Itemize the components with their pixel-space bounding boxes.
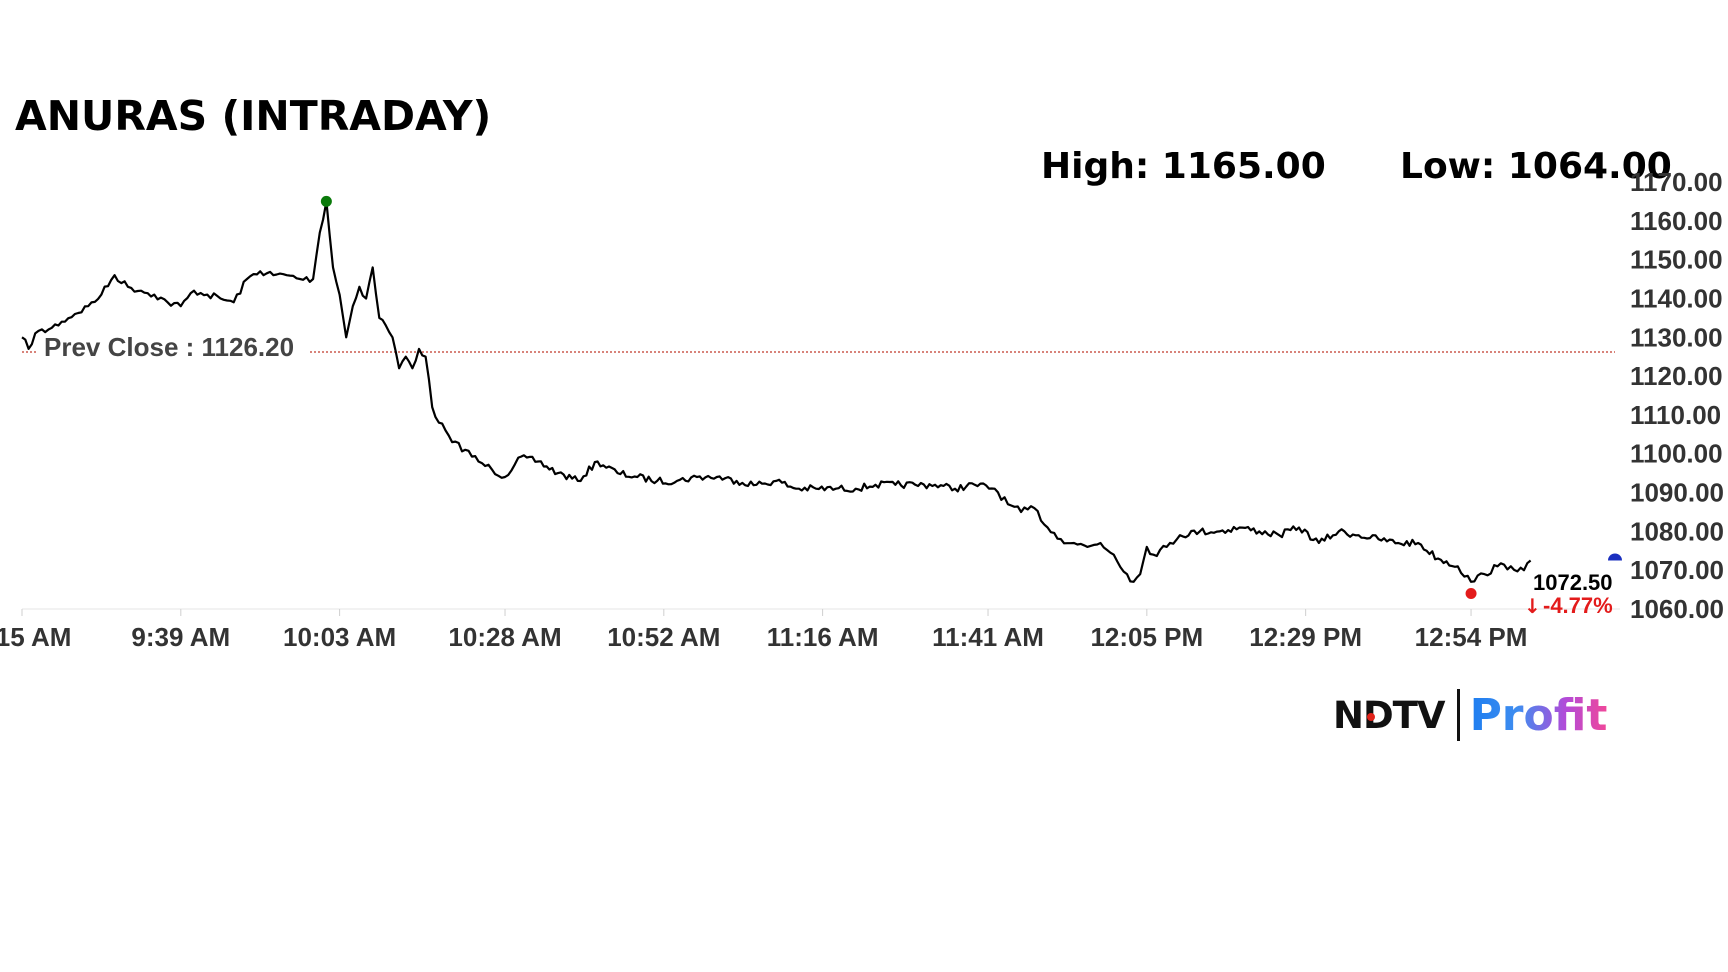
x-tick-label: 10:03 AM: [283, 622, 396, 652]
prev-close-label-bg: [38, 330, 310, 367]
logo-divider: [1456, 689, 1460, 741]
x-tick-label: 10:52 AM: [607, 622, 720, 652]
y-tick-label: 1160.00: [1630, 206, 1723, 236]
y-tick-label: 1090.00: [1630, 478, 1724, 508]
high-marker: [320, 195, 332, 207]
x-tick-label: 11:16 AM: [767, 622, 879, 652]
ndtv-text: NDTV: [1333, 693, 1446, 737]
y-tick-label: 1060.00: [1630, 594, 1724, 624]
ndtv-profit-logo: NDTV Profit: [1333, 689, 1608, 741]
y-tick-label: 1120.00: [1630, 361, 1723, 391]
x-tick-label: 12:54 PM: [1415, 622, 1528, 652]
last-price-marker: [1608, 553, 1622, 561]
y-tick-label: 1170.00: [1630, 167, 1723, 197]
high-label: High: 1165.00: [1041, 146, 1326, 187]
y-tick-label: 1100.00: [1630, 439, 1723, 469]
last-price-label: 1072.50: [1533, 570, 1613, 595]
y-tick-label: 1110.00: [1630, 400, 1721, 430]
profit-wordmark: Profit: [1469, 689, 1608, 741]
y-tick-label: 1140.00: [1630, 283, 1723, 313]
down-arrow-icon: ↓: [1524, 594, 1541, 618]
y-tick-label: 1150.00: [1630, 245, 1723, 275]
x-tick-label: 11:41 AM: [932, 622, 1044, 652]
ndtv-dot: [1367, 712, 1375, 721]
x-tick-label: 12:29 PM: [1249, 622, 1362, 652]
x-tick-label: 10:28 AM: [448, 622, 561, 652]
x-tick-label: 9:15 AM: [0, 622, 71, 652]
low-marker: [1465, 587, 1477, 599]
prev-close-label: Prev Close : 1126.20: [44, 332, 294, 362]
y-tick-label: 1070.00: [1630, 555, 1724, 585]
price-line: [21, 200, 1532, 583]
x-tick-label: 9:39 AM: [131, 622, 230, 652]
x-tick-label: 12:05 PM: [1090, 622, 1203, 652]
low-label: Low: 1064.00: [1400, 146, 1672, 187]
change-label: -4.77%: [1543, 593, 1613, 618]
y-tick-label: 1080.00: [1630, 516, 1724, 546]
chart-title: ANURAS (INTRADAY): [15, 92, 492, 140]
y-tick-label: 1130.00: [1630, 322, 1723, 352]
ndtv-wordmark: NDTV: [1333, 693, 1446, 737]
last-price-label-bg: [1528, 566, 1618, 598]
